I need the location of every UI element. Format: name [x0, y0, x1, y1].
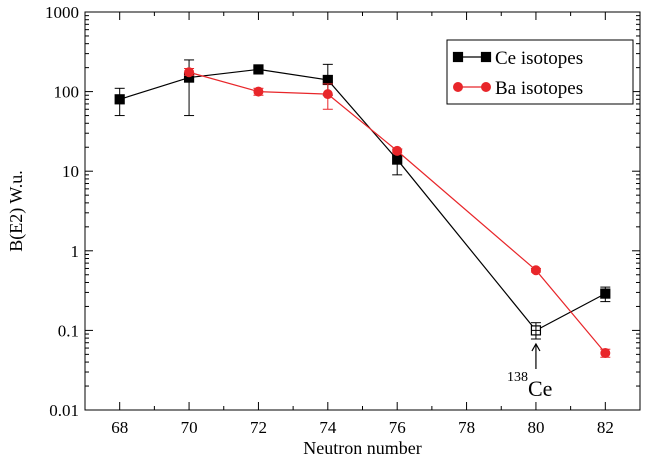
series-line — [119, 68, 606, 332]
data-point — [253, 64, 264, 75]
data-point — [322, 74, 333, 86]
x-tick-label: 72 — [250, 418, 267, 437]
data-point — [114, 94, 125, 105]
x-tick-label: 78 — [458, 418, 475, 437]
data-point — [600, 348, 611, 359]
data-point — [184, 67, 195, 78]
x-tick-label: 82 — [597, 418, 614, 437]
y-tick-label: 1 — [71, 242, 80, 261]
data-point — [530, 265, 541, 276]
y-tick-label: 0.1 — [58, 321, 79, 340]
series-line — [188, 71, 606, 354]
annotation-layer: 138 Ce — [507, 342, 552, 401]
series-layer — [114, 59, 611, 359]
data-point — [392, 145, 403, 156]
y-tick-label: 1000 — [45, 3, 79, 22]
legend: Ce isotopes Ba isotopes — [446, 39, 634, 105]
legend-entry: Ce isotopes — [452, 48, 583, 69]
legend-marker — [480, 51, 492, 63]
y-tick-label: 100 — [54, 83, 80, 102]
x-tick-label: 76 — [389, 418, 406, 437]
x-tick-label: 70 — [181, 418, 198, 437]
y-tick-label: 10 — [62, 162, 79, 181]
data-point — [322, 89, 333, 100]
data-point — [392, 154, 403, 165]
legend-entry: Ba isotopes — [453, 78, 583, 99]
x-tick-label: 80 — [527, 418, 544, 437]
x-tick-label: 68 — [111, 418, 128, 437]
x-axis-label: Neutron number — [303, 438, 421, 458]
data-point — [253, 86, 264, 97]
legend-label: Ce isotopes — [495, 48, 583, 69]
y-axis-label: B(E2) W.u. — [6, 170, 27, 252]
data-point — [600, 288, 611, 299]
annotation-isotope-mass: 138 — [507, 370, 528, 385]
legend-marker — [452, 51, 464, 63]
legend-marker — [453, 82, 463, 92]
annotation-arrowhead — [531, 342, 541, 352]
annotation-isotope-symbol: Ce — [528, 376, 552, 401]
series-ba — [184, 67, 611, 359]
axis-ticks: 68 70 72 74 76 78 80 82 0.01 0.1 1 10 100 1000 — [45, 3, 641, 437]
legend-marker — [481, 82, 491, 92]
legend-label: Ba isotopes — [495, 78, 583, 99]
legend-box — [446, 39, 634, 105]
y-tick-label: 0.01 — [49, 401, 79, 420]
x-tick-label: 74 — [319, 418, 337, 437]
